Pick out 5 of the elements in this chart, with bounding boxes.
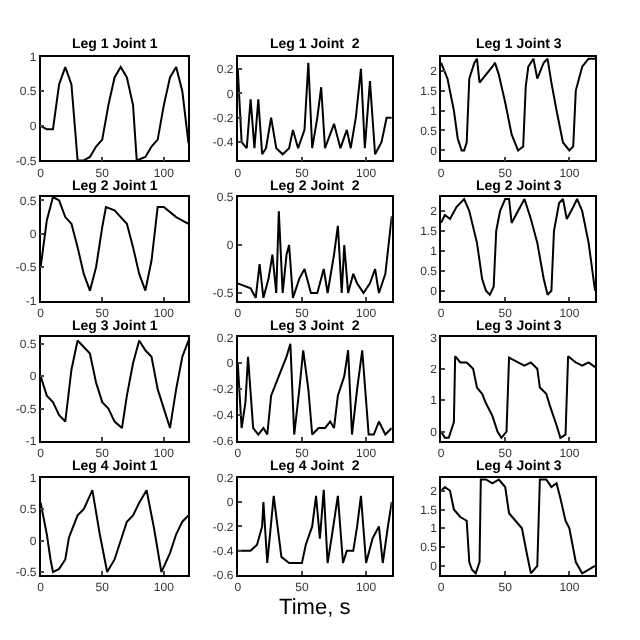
line-series: [441, 198, 596, 296]
line-series: [237, 61, 392, 156]
line-series: [237, 342, 392, 436]
line-series: [441, 478, 596, 575]
x-axis-title: Time, s: [279, 595, 352, 620]
